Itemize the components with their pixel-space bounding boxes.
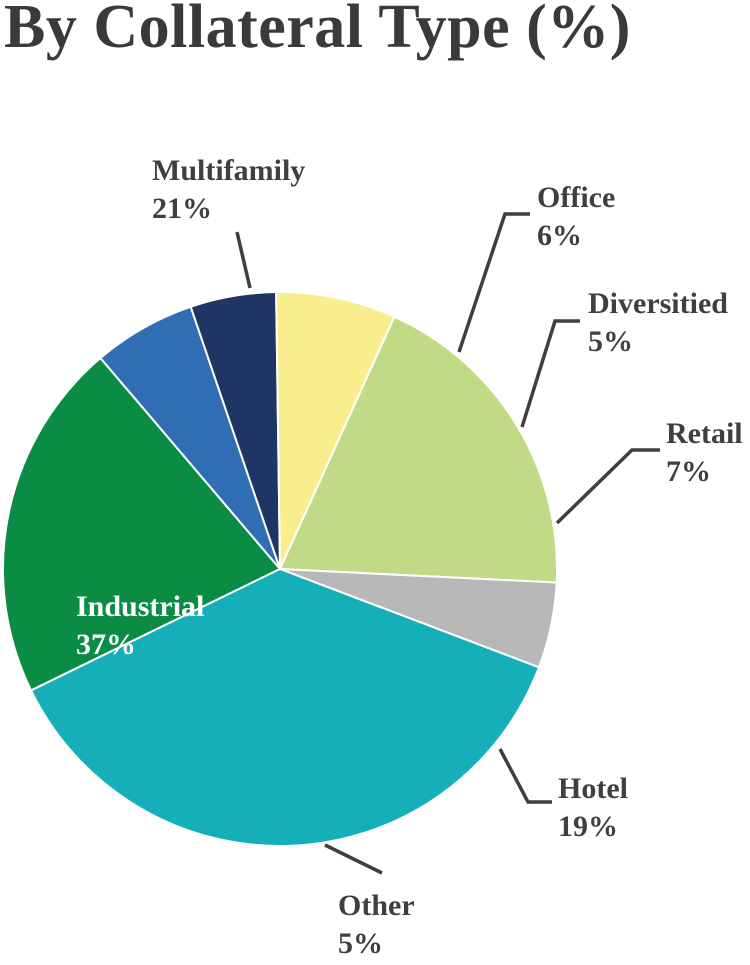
leader-lines xyxy=(235,212,660,875)
slice-category-label: Multifamily xyxy=(152,154,305,187)
pie-slice-hotel xyxy=(278,315,559,584)
slice-category-label: Office xyxy=(537,181,615,214)
leader-line-office xyxy=(457,212,530,353)
slice-labels: Multifamily 21% Office 6% Diversitied 5% Retai… xyxy=(76,154,743,960)
slice-label-retail: Retail 7% xyxy=(666,417,743,488)
slice-label-hotel: Hotel 19% xyxy=(558,772,628,843)
slice-value-label: 19% xyxy=(558,810,618,843)
chart-title: By Collateral Type (%) xyxy=(4,0,631,61)
leader-line-other xyxy=(324,843,383,875)
pie-slices xyxy=(2,291,559,847)
slice-category-label: Retail xyxy=(666,417,743,450)
pie-slice-industrial xyxy=(29,567,541,847)
slice-category-label: Hotel xyxy=(558,772,628,805)
slice-value-label: 5% xyxy=(338,927,383,960)
leader-line-multifamily xyxy=(235,231,252,289)
slice-label-multifamily: Multifamily 21% xyxy=(152,154,305,225)
slice-category-label: Diversitied xyxy=(588,287,728,320)
slice-category-label: Other xyxy=(338,889,415,922)
slice-category-label: Industrial xyxy=(76,590,204,623)
slice-label-industrial: Industrial 37% xyxy=(76,590,204,661)
slice-value-label: 37% xyxy=(76,628,136,661)
leader-line-retail xyxy=(555,448,660,525)
slice-label-other: Other 5% xyxy=(338,889,415,960)
pie-slice-retail xyxy=(275,291,396,570)
pie-slice-multifamily xyxy=(2,356,282,692)
slice-label-diversitied: Diversitied 5% xyxy=(588,287,728,358)
leader-line-diversitied xyxy=(520,319,580,428)
slice-value-label: 21% xyxy=(152,192,212,225)
slice-value-label: 7% xyxy=(666,455,711,488)
slice-value-label: 6% xyxy=(537,219,582,252)
leader-line-hotel xyxy=(498,748,552,804)
slice-value-label: 5% xyxy=(588,325,633,358)
slice-label-office: Office 6% xyxy=(537,181,615,252)
